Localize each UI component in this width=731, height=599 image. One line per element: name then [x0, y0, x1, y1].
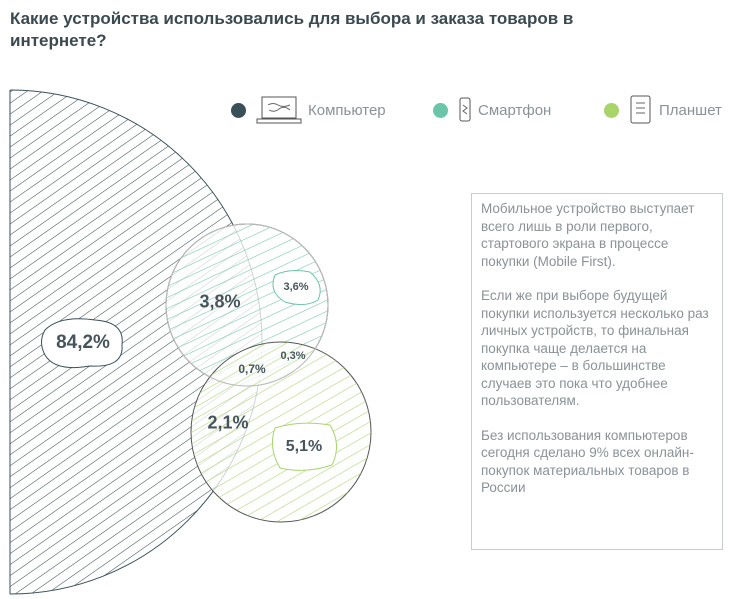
- legend-item-smartphone: Смартфон: [433, 95, 551, 125]
- note-paragraph-1: Мобильное устройство выступает всего лиш…: [481, 201, 695, 269]
- value-computer-tablet: 2,1%: [207, 412, 249, 433]
- smartphone-icon: [459, 97, 471, 122]
- label-blob-tablet: [271, 422, 337, 471]
- legend-label-smartphone: Смартфон: [478, 101, 552, 119]
- laptop-icon: [256, 96, 302, 124]
- legend-item-computer: Компьютер: [231, 95, 386, 125]
- value-tablet-only: 5,1%: [285, 438, 323, 455]
- page-title: Какие устройства использовались для выбо…: [10, 9, 574, 50]
- note-paragraph-3: Без использования компьютеров сегодня сд…: [481, 427, 694, 496]
- label-blob-smartphone: [272, 270, 321, 306]
- value-computer-only: 84,2%: [56, 332, 110, 353]
- value-computer-smartphone: 3,8%: [199, 291, 241, 312]
- note-box: Мобильное устройство выступает всего лиш…: [471, 193, 723, 550]
- value-all-three: 0,7%: [238, 362, 266, 376]
- value-smartphone-only: 3,6%: [283, 281, 309, 293]
- legend-label-tablet: Планшет: [659, 101, 722, 119]
- label-blob-computer: [41, 318, 123, 369]
- value-smartphone-tablet: 0,3%: [280, 350, 306, 362]
- legend-item-tablet: Планшет: [604, 95, 722, 125]
- legend-dot-computer: [231, 102, 246, 118]
- legend-label-computer: Компьютер: [308, 101, 386, 119]
- legend-dot-smartphone: [433, 102, 448, 118]
- note-paragraph-2: Если же при выборе будущей покупки испол…: [481, 288, 709, 408]
- legend-dot-tablet: [604, 102, 619, 118]
- smartphone-outline: [165, 223, 329, 387]
- tablet-icon: [630, 95, 651, 124]
